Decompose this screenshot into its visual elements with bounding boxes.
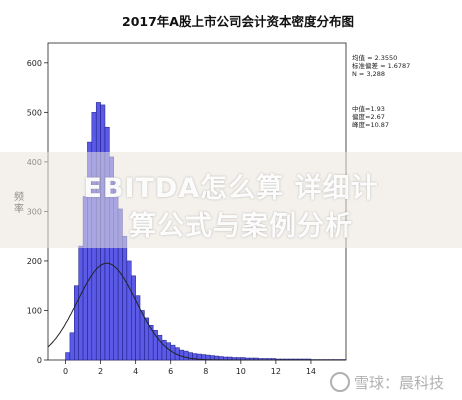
stats-line: 标准偏差 = 1.6787: [352, 61, 410, 70]
histogram-bar: [139, 310, 145, 361]
watermark: 雪球：晨科技: [330, 372, 444, 393]
y-tick-label: 500: [27, 108, 42, 117]
stats-line: N = 3,288: [352, 70, 385, 78]
histogram-bar: [122, 235, 128, 361]
histogram-bar: [161, 339, 167, 361]
x-tick-label: 10: [236, 367, 246, 376]
x-tick-label: 6: [168, 367, 173, 376]
y-tick-label: 100: [27, 306, 42, 315]
stats-line: 峰度=10.87: [352, 120, 389, 129]
x-tick-label: 2: [98, 367, 103, 376]
stats-line: 中值=1.93: [352, 104, 385, 113]
stats-line: 偏度=2.67: [352, 112, 385, 121]
x-tick-label: 0: [63, 367, 68, 376]
histogram-bar: [126, 260, 132, 361]
x-axis: 0 2 4 6 8 10 12 14: [63, 360, 316, 376]
y-tick-label: 600: [27, 59, 42, 68]
histogram-bar: [65, 352, 71, 361]
x-tick-label: 12: [271, 367, 281, 376]
x-tick-label: 14: [306, 367, 316, 376]
histogram-bar: [166, 342, 171, 361]
x-tick-label: 4: [133, 367, 138, 376]
histogram-bar: [78, 245, 84, 361]
histogram-bar: [74, 285, 79, 361]
histogram-bar: [183, 350, 189, 361]
y-tick-label: 200: [27, 257, 42, 266]
histogram-bar: [131, 275, 136, 361]
overlay-title-line-1: EBITDA怎么算 详细计: [83, 173, 379, 204]
snowball-logo-icon: [330, 372, 350, 392]
overlay-band: [0, 152, 462, 248]
x-tick-label: 8: [203, 367, 208, 376]
overlay-title-line-2: 算公式与案例分析: [129, 211, 353, 242]
normal-curve: [47, 262, 346, 361]
histogram-bar: [179, 349, 185, 361]
stats-line: 均值 = 2.3550: [352, 53, 397, 62]
watermark-text: 雪球：晨科技: [354, 374, 445, 392]
y-tick-label: 0: [37, 356, 42, 365]
histogram-bar: [69, 332, 75, 361]
chart-title: 2017年A股上市公司会计资本密度分布图: [122, 14, 354, 29]
